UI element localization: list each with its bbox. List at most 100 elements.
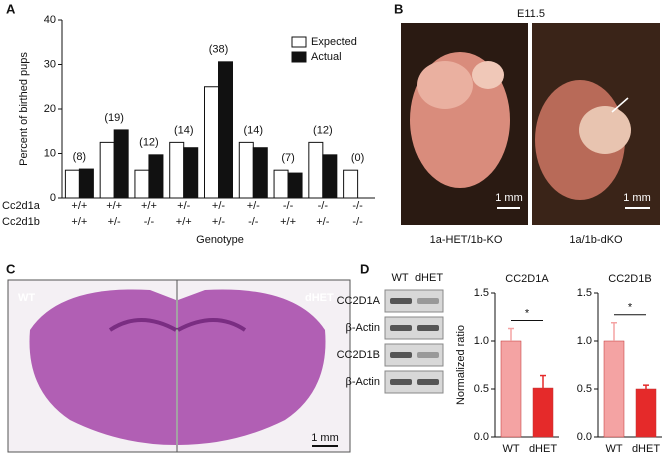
y-axis-label: Percent of birthed pups <box>18 52 30 166</box>
count-label: (12) <box>313 124 333 136</box>
y-tick-label: 30 <box>44 58 56 70</box>
bar <box>169 141 185 199</box>
x-tick-label: +/- <box>212 216 225 228</box>
embryo-head <box>417 61 473 109</box>
brain-section <box>29 289 176 445</box>
bar <box>343 169 359 199</box>
bar <box>78 168 94 199</box>
count-label: (38) <box>209 44 229 56</box>
y-tick-label: 40 <box>44 14 56 26</box>
blot-strip <box>384 289 444 313</box>
x-tick-label: +/+ <box>141 200 157 212</box>
blot-band <box>390 298 412 304</box>
x-tick-label: -/- <box>318 200 329 212</box>
image-label: 1a-HET/1b-KO <box>430 234 503 246</box>
scale-label: 1 mm <box>495 192 523 204</box>
bar <box>532 387 554 438</box>
bar <box>134 169 150 199</box>
y-tick-label: 20 <box>44 103 56 115</box>
panel-label: D <box>360 261 369 276</box>
blot-column: WT <box>391 272 408 284</box>
y-tick-label: 1.5 <box>577 287 592 299</box>
scale-label: 1 mm <box>311 432 339 444</box>
x-tick-label: -/- <box>352 216 363 228</box>
count-label: (7) <box>281 152 294 164</box>
x-axis-label: Genotype <box>196 234 244 246</box>
brain-section <box>178 289 326 445</box>
significance-label: * <box>628 302 633 314</box>
blot-row-label: CC2D1B <box>337 349 380 361</box>
bar <box>113 129 129 199</box>
blot-row-label: β-Actin <box>346 376 380 388</box>
stage-label: E11.5 <box>517 8 545 20</box>
blot-band <box>417 325 439 331</box>
image-label: 1a/1b-dKO <box>569 234 623 246</box>
count-label: (14) <box>174 124 194 136</box>
blot-band <box>390 352 412 358</box>
y-tick-label: 1.0 <box>474 335 489 347</box>
legend-swatch <box>291 51 307 63</box>
significance-label: * <box>525 307 530 319</box>
x-tick-label: +/+ <box>106 200 122 212</box>
bar <box>183 147 199 199</box>
embryo-head <box>472 61 504 89</box>
x-tick-label: +/- <box>316 216 329 228</box>
legend-label: Actual <box>311 51 342 63</box>
blot-band <box>390 379 412 385</box>
x-tick-label: +/- <box>212 200 225 212</box>
bar <box>238 141 254 199</box>
y-tick-label: 1.0 <box>577 335 592 347</box>
blot-column: dHET <box>415 272 443 284</box>
bar <box>635 388 657 438</box>
count-label: (12) <box>139 137 159 149</box>
chart-title: CC2D1A <box>505 273 549 285</box>
bar <box>287 172 303 199</box>
count-label: (8) <box>73 151 86 163</box>
x-tick-label: +/- <box>108 216 121 228</box>
bar <box>64 169 80 199</box>
x-tick-label: +/+ <box>71 200 87 212</box>
legend-swatch <box>291 36 307 48</box>
blot-band <box>417 298 439 304</box>
bar <box>308 141 324 199</box>
y-tick-label: 0 <box>50 192 56 204</box>
scale-label: 1 mm <box>623 192 651 204</box>
x-tick-label: WT <box>502 443 519 455</box>
x-tick-label: WT <box>605 443 622 455</box>
embryo-images: E11.5 1 mm 1 mm 1a-HET/1b-KO 1a/1b-dKO <box>401 8 660 246</box>
x-tick-label: -/- <box>248 216 259 228</box>
embryo-head <box>579 106 631 154</box>
x-tick-label: +/+ <box>280 216 296 228</box>
y-tick-label: 0.5 <box>474 383 489 395</box>
legend-label: Expected <box>311 36 357 48</box>
count-label: (0) <box>351 152 364 164</box>
blot-band <box>417 379 439 385</box>
x-tick-label: +/+ <box>71 216 87 228</box>
y-tick-label: 0.5 <box>577 383 592 395</box>
western-blot: WT dHET CC2D1A β-Actin CC2D1B β-Actin <box>337 272 444 394</box>
blot-row-label: CC2D1A <box>337 295 381 307</box>
panel-label: A <box>6 1 16 16</box>
x-tick-label: +/- <box>177 200 190 212</box>
y-tick-label: 0.0 <box>577 431 592 443</box>
bar <box>273 169 289 199</box>
bar <box>204 86 219 199</box>
blot-strip <box>384 370 444 394</box>
image-label: WT <box>18 292 35 304</box>
hippocampus <box>108 318 177 332</box>
x-tick-label: +/- <box>247 200 260 212</box>
x-tick-label: dHET <box>529 443 557 455</box>
blot-strip <box>384 343 444 367</box>
blot-band <box>417 352 439 358</box>
blot-band <box>390 325 412 331</box>
y-tick-label: 1.5 <box>474 287 489 299</box>
x-tick-label: dHET <box>632 443 660 455</box>
y-tick-label: 10 <box>44 147 56 159</box>
row-label: Cc2d1a <box>2 200 41 212</box>
x-tick-label: -/- <box>283 200 294 212</box>
brain-images: WT dHET 1 mm <box>7 279 351 453</box>
blot-strip <box>384 316 444 340</box>
bar <box>99 141 115 199</box>
row-label: Cc2d1b <box>2 216 40 228</box>
